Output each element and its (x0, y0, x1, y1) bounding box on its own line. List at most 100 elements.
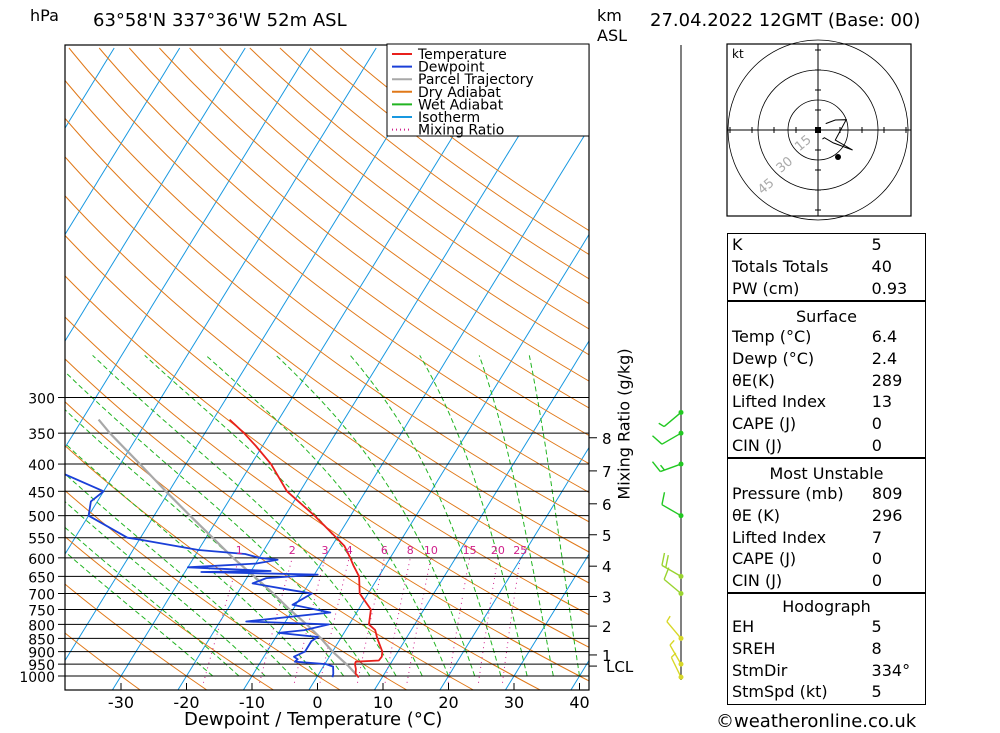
y-tick-label: 850 (28, 632, 55, 648)
wet-adiabat-line (205, 355, 449, 677)
dry-adiabat-line (98, 47, 589, 437)
index-row: Lifted Index 13 (728, 391, 925, 413)
dry-adiabat-line (128, 47, 589, 409)
y-tick-label: 650 (28, 570, 55, 586)
dry-adiabat-line (65, 79, 589, 493)
y-tick-label: 900 (28, 646, 55, 662)
wind-barb-dot (678, 513, 684, 519)
wet-adiabat-line (65, 500, 266, 677)
dry-adiabat-line (68, 47, 589, 465)
x-tick-label: -30 (108, 693, 134, 712)
index-label: Lifted Index (732, 527, 827, 547)
wet-adiabat-line (144, 355, 423, 677)
index-row: EH 5 (728, 616, 925, 638)
parcel-trajectory-line (97, 418, 360, 678)
wind-barb-dot (678, 461, 684, 467)
index-value: 8 (871, 639, 882, 659)
y-tick-label: 750 (28, 603, 55, 619)
mixing-ratio-line (357, 557, 385, 683)
wind-barb-staff (663, 578, 682, 595)
index-label: θE(K) (732, 370, 775, 390)
index-label: Lifted Index (732, 392, 827, 412)
index-row: CAPE (J) 0 (728, 413, 925, 435)
mixing-ratio-label: 2 (289, 544, 296, 557)
index-row: CAPE (J) 0 (728, 548, 925, 570)
x-tick-label: 20 (438, 693, 458, 712)
index-value: 0.93 (871, 278, 908, 298)
km-label: km (597, 6, 622, 25)
wind-barb-half-flag (666, 615, 671, 622)
wind-barb (669, 639, 684, 667)
x-tick-label: 0 (312, 693, 322, 712)
index-row: θE(K) 289 (728, 369, 925, 391)
storm-motion-dot (835, 154, 841, 160)
wind-barb (652, 430, 684, 445)
km-tick-label: LCL (606, 658, 634, 676)
index-value: 40 (871, 257, 892, 277)
wind-barb-flag (651, 461, 661, 473)
index-row: PW (cm) 0.93 (728, 277, 925, 299)
x-tick-label: -10 (239, 693, 265, 712)
wind-barb-staff (661, 432, 682, 445)
y-tick-label: 350 (28, 427, 55, 443)
location-title: 63°58'N 337°36'W 52m ASL (93, 10, 347, 31)
wet-adiabat-line (65, 473, 292, 677)
surface-box: Surface Temp (°C) 6.4 Dewp (°C) 2.4 θE(K) 2… (727, 301, 926, 458)
index-value: 334° (871, 660, 911, 680)
isotherm-line (242, 127, 589, 690)
wind-barb-staff (661, 564, 682, 577)
x-axis-title: Dewpoint / Temperature (°C) (184, 709, 443, 730)
km-tick-label: 6 (602, 496, 612, 514)
isotherm-line (65, 47, 377, 556)
legend-label: Parcel Trajectory (418, 72, 534, 88)
wind-barb-dot (678, 409, 684, 415)
index-row: Lifted Index 7 (728, 526, 925, 548)
hodograph-origin (815, 127, 821, 133)
y-tick-label: 550 (28, 532, 55, 548)
y-tick-label: 800 (28, 618, 55, 634)
wind-barb (661, 552, 684, 579)
asl-label: ASL (597, 26, 628, 45)
legend-label: Dewpoint (418, 60, 485, 76)
index-label: EH (732, 617, 755, 637)
index-label: θE (K) (732, 506, 780, 526)
index-value: 0 (871, 435, 882, 455)
mixing-ratio-line (447, 557, 471, 683)
wind-barb-half-flag (659, 464, 666, 471)
wet-adiabat-line (419, 355, 528, 677)
index-value: 0 (871, 414, 882, 434)
index-value: 7 (871, 527, 883, 547)
wet-adiabat-line (65, 551, 214, 677)
legend-label: Temperature (417, 47, 507, 63)
wind-barb-dot (678, 635, 684, 641)
wind-barb (666, 615, 684, 641)
mixing-ratio-axis-title: Mixing Ratio (g/kg) (614, 348, 634, 500)
index-label: Temp (°C) (732, 327, 812, 347)
dry-adiabat-line (65, 536, 274, 690)
km-tick-label: 3 (602, 588, 612, 606)
wind-barb-staff (669, 644, 682, 665)
index-value: 5 (871, 617, 882, 637)
mixing-ratio-line (259, 557, 293, 683)
most-unstable-title: Most Unstable (769, 464, 884, 483)
index-label: StmSpd (kt) (732, 682, 828, 702)
wind-barb-dot (678, 430, 684, 436)
y-tick-label: 400 (28, 458, 55, 474)
hodograph-box-indices: Hodograph EH 5 SREH 8 StmDir 334° StmSpd (k… (727, 593, 926, 705)
y-tick-label: 450 (28, 485, 55, 501)
legend-label: Isotherm (418, 110, 480, 126)
wet-adiabat-line (92, 355, 397, 677)
index-row: StmDir 334° (728, 659, 925, 681)
hodograph-unit-label: kt (732, 47, 744, 61)
hodograph-trace (822, 119, 853, 151)
index-value: 6.4 (871, 327, 898, 347)
isobars: 300 350 400 450 500 550 600 650 7007508008509009… (19, 392, 589, 686)
dry-adiabat-line (339, 47, 589, 232)
index-row: Totals Totals 40 (728, 256, 925, 278)
wind-barb (661, 492, 684, 519)
km-tick-label: 8 (602, 430, 612, 448)
wind-barb-staff (666, 621, 682, 639)
mixing-ratio-line (406, 557, 432, 683)
index-row: StmSpd (kt) 5 (728, 681, 925, 703)
